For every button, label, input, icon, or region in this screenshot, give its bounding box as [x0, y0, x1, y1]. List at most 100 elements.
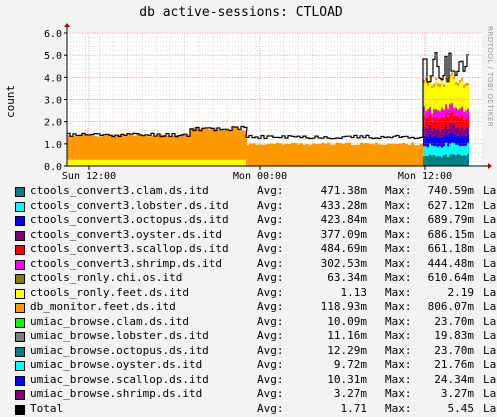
stack-area: [445, 77, 447, 81]
stack-area: [312, 143, 315, 166]
legend-max-label: Max:: [385, 329, 412, 342]
stack-area: [459, 137, 461, 147]
stack-area: [94, 159, 97, 166]
stack-area: [439, 111, 441, 119]
stack-area: [279, 143, 282, 166]
stack-area: [457, 126, 459, 136]
legend-avg-label: Avg:: [257, 387, 284, 400]
legend-avg-label: Avg:: [257, 329, 284, 342]
stack-area: [427, 147, 429, 157]
stack-area: [425, 77, 427, 81]
stack-area: [348, 142, 351, 166]
stack-area: [288, 144, 291, 166]
stack-area: [76, 159, 79, 166]
legend-avg-label: Avg:: [257, 256, 284, 270]
legend-max-label: Max:: [385, 256, 412, 270]
stack-area: [76, 136, 79, 160]
stack-area: [439, 156, 441, 166]
legend-series-name: umiac_browse.lobster.ds.itd: [30, 329, 209, 342]
legend-series-name: Total: [30, 401, 64, 415]
stack-area: [447, 136, 449, 147]
legend-max-label: Max:: [385, 198, 412, 212]
stack-area: [429, 124, 431, 134]
stack-area: [463, 129, 465, 137]
legend-avg-value: 1.13: [340, 285, 368, 299]
stack-area: [427, 82, 429, 86]
legend-avg-value: 302.53m: [320, 256, 367, 270]
stack-area: [443, 146, 445, 155]
stack-area: [455, 136, 457, 145]
stack-area: [443, 136, 445, 147]
stack-area: [453, 109, 455, 116]
stack-area: [443, 154, 445, 166]
stack-area: [449, 143, 451, 155]
stack-area: [443, 86, 445, 110]
rrdtool-watermark: RRDTOOL / TOBI OETIKER: [486, 26, 494, 128]
legend-last-label: La: [483, 184, 497, 197]
stack-area: [130, 159, 133, 166]
stack-area: [127, 134, 130, 160]
stack-area: [73, 136, 76, 160]
legend-max-value: 23.70m: [434, 343, 474, 357]
stack-area: [433, 127, 435, 136]
stack-area: [449, 77, 451, 104]
stack-area: [267, 143, 270, 166]
stack-area: [136, 159, 139, 166]
stack-area: [455, 115, 457, 128]
stack-area: [70, 159, 73, 166]
legend-swatch: [15, 230, 25, 241]
legend-max-value: 23.70m: [434, 314, 474, 328]
legend-avg-label: Avg:: [257, 372, 284, 386]
y-tick-label: 3.0: [44, 96, 62, 107]
stack-area: [291, 142, 294, 166]
stack-area: [453, 78, 455, 108]
legend-avg-value: 118.93m: [320, 300, 367, 313]
legend-last-label: La: [483, 271, 497, 284]
stack-area: [459, 108, 461, 110]
stack-area: [324, 143, 327, 166]
stack-area: [88, 159, 91, 166]
legend-swatch: [15, 303, 25, 313]
stack-area: [439, 138, 441, 147]
legend-max-value: 21.76m: [434, 358, 474, 371]
stack-area: [282, 144, 285, 166]
stack-area: [423, 115, 425, 127]
stack-area: [423, 79, 425, 83]
stack-area: [91, 159, 94, 166]
y-tick-label: 5.0: [44, 51, 62, 62]
stack-area: [315, 143, 318, 166]
stack-area: [455, 81, 457, 85]
stack-area: [435, 116, 437, 130]
stack-area: [425, 155, 427, 166]
stack-area: [139, 135, 142, 160]
stack-area: [285, 143, 288, 166]
stack-area: [79, 134, 82, 160]
stack-area: [429, 74, 431, 78]
stack-area: [270, 143, 273, 166]
legend-last-label: La: [483, 198, 497, 212]
stack-area: [447, 146, 449, 157]
stack-area: [193, 159, 196, 166]
legend-max-label: Max:: [385, 184, 412, 197]
y-tick-label: 1.0: [44, 140, 62, 151]
stack-area: [433, 83, 435, 87]
stack-area: [67, 159, 70, 166]
stack-area: [429, 154, 431, 166]
stack-area: [169, 135, 172, 160]
stack-area: [429, 106, 431, 109]
stack-area: [435, 110, 437, 117]
stack-area: [437, 86, 439, 110]
stack-area: [142, 134, 145, 160]
legend-series-name: ctools_ronly.feet.ds.itd: [30, 285, 189, 299]
stack-area: [453, 134, 455, 143]
stack-area: [405, 143, 408, 166]
stack-area: [461, 145, 463, 156]
stack-area: [103, 159, 106, 166]
legend-swatch: [15, 346, 25, 357]
stack-area: [423, 107, 425, 116]
legend-avg-label: Avg:: [257, 242, 284, 255]
stack-area: [443, 84, 445, 87]
stack-area: [429, 114, 431, 125]
stack-area: [112, 159, 115, 166]
stack-area: [223, 159, 226, 166]
